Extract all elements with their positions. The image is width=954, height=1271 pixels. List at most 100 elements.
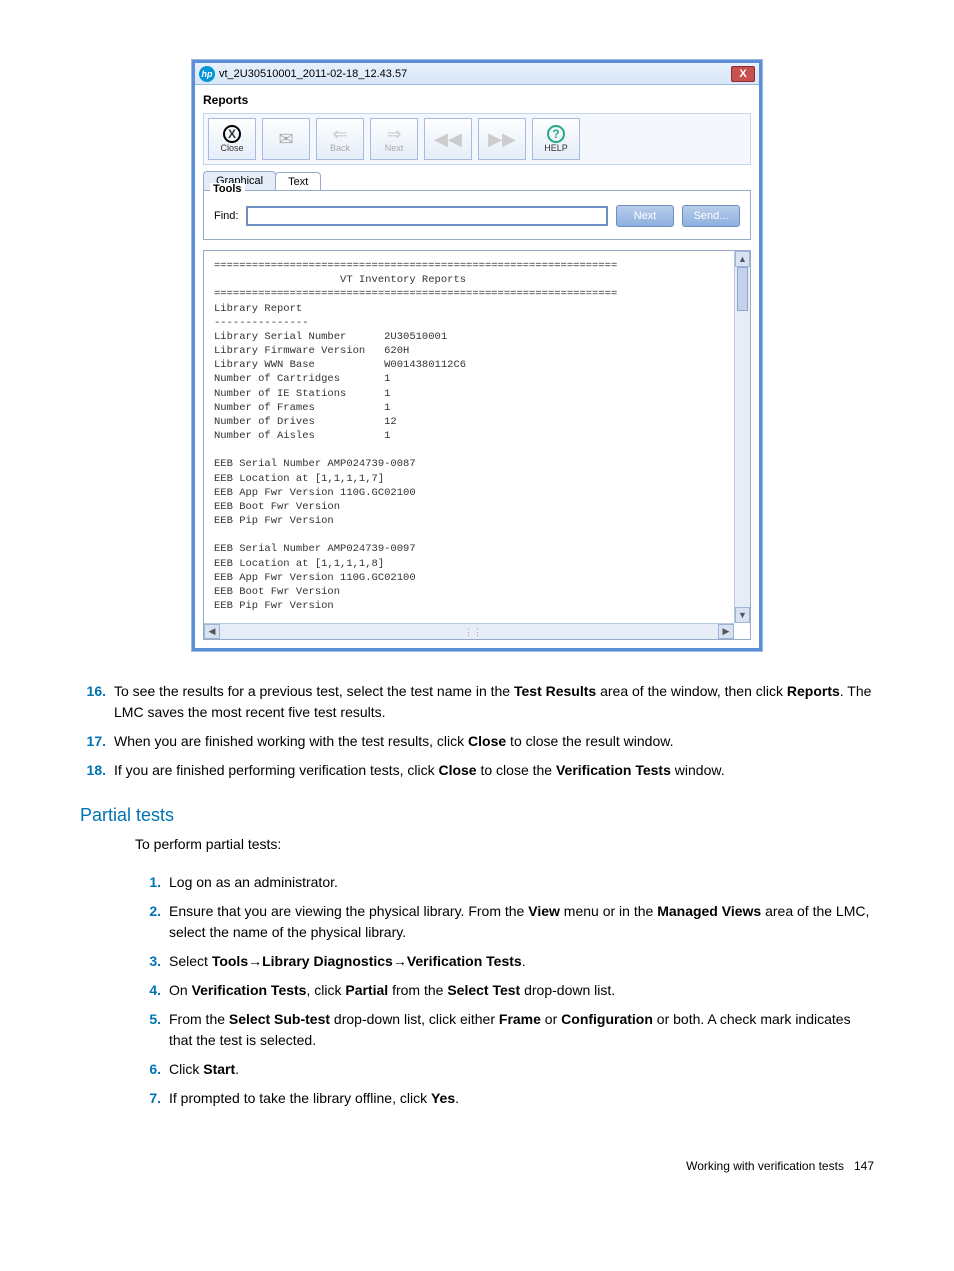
step-number: 5. bbox=[135, 1009, 169, 1051]
step-text: Ensure that you are viewing the physical… bbox=[169, 903, 528, 919]
close-icon: X bbox=[223, 125, 241, 143]
steps-group-b: 1. Log on as an administrator. 2. Ensure… bbox=[135, 872, 874, 1109]
scroll-down-icon[interactable]: ▼ bbox=[735, 607, 750, 623]
step-text: Click bbox=[169, 1061, 203, 1077]
step-bold: Yes bbox=[431, 1090, 455, 1106]
scroll-thumb[interactable] bbox=[737, 267, 748, 311]
step-number: 16. bbox=[80, 681, 114, 723]
hscroll-track[interactable]: ⋮⋮ bbox=[220, 624, 718, 639]
send-button[interactable]: Send... bbox=[682, 205, 740, 227]
close-button[interactable]: X Close bbox=[208, 118, 256, 160]
find-label: Find: bbox=[214, 210, 238, 222]
step-body: If prompted to take the library offline,… bbox=[169, 1088, 874, 1109]
step-number: 1. bbox=[135, 872, 169, 893]
step-text: On bbox=[169, 982, 192, 998]
step-body: Select Tools→Library Diagnostics→Verific… bbox=[169, 951, 874, 972]
tools-legend: Tools bbox=[210, 183, 245, 195]
mail-button[interactable]: ✉ bbox=[262, 118, 310, 160]
titlebar-left: hp vt_2U30510001_2011-02-18_12.43.57 bbox=[199, 66, 407, 82]
step-text: window. bbox=[671, 762, 725, 778]
step-text: to close the result window. bbox=[506, 733, 673, 749]
arrow-icon: → bbox=[248, 953, 262, 969]
window-body: Reports X Close ✉ ⇐ Back ⇒ Next bbox=[195, 85, 759, 648]
vertical-scrollbar[interactable]: ▲ ▼ bbox=[734, 251, 750, 623]
find-next-button[interactable]: Next bbox=[616, 205, 674, 227]
back-button[interactable]: ⇐ Back bbox=[316, 118, 364, 160]
step-text: . bbox=[522, 953, 526, 969]
step-body: To see the results for a previous test, … bbox=[114, 681, 874, 723]
step-text: If prompted to take the library offline,… bbox=[169, 1090, 431, 1106]
hp-logo-icon: hp bbox=[199, 66, 215, 82]
step-text: area of the window, then click bbox=[596, 683, 787, 699]
step-number: 2. bbox=[135, 901, 169, 943]
page: hp vt_2U30510001_2011-02-18_12.43.57 X R… bbox=[0, 0, 954, 1213]
scroll-right-icon[interactable]: ▶ bbox=[718, 624, 734, 639]
step-text: When you are finished working with the t… bbox=[114, 733, 468, 749]
find-row: Find: Next Send... bbox=[214, 205, 740, 227]
step-4: 4. On Verification Tests, click Partial … bbox=[135, 980, 874, 1001]
step-body: Ensure that you are viewing the physical… bbox=[169, 901, 874, 943]
step-18: 18. If you are finished performing verif… bbox=[80, 760, 874, 781]
horizontal-scrollbar[interactable]: ◀ ⋮⋮ ▶ bbox=[204, 623, 734, 639]
step-bold: Test Results bbox=[514, 683, 596, 699]
step-text: To see the results for a previous test, … bbox=[114, 683, 514, 699]
close-label: Close bbox=[220, 143, 243, 153]
step-bold: Verification Tests bbox=[407, 953, 522, 969]
step-body: On Verification Tests, click Partial fro… bbox=[169, 980, 874, 1001]
scroll-left-icon[interactable]: ◀ bbox=[204, 624, 220, 639]
step-bold: Verification Tests bbox=[192, 982, 307, 998]
step-bold: Select Test bbox=[447, 982, 520, 998]
page-footer: Working with verification tests 147 bbox=[80, 1159, 874, 1173]
scroll-up-icon[interactable]: ▲ bbox=[735, 251, 750, 267]
step-1: 1. Log on as an administrator. bbox=[135, 872, 874, 893]
step-number: 4. bbox=[135, 980, 169, 1001]
help-label: HELP bbox=[544, 143, 568, 153]
steps-group-a: 16. To see the results for a previous te… bbox=[80, 681, 874, 781]
window-title: vt_2U30510001_2011-02-18_12.43.57 bbox=[219, 68, 407, 80]
step-text: If you are finished performing verificat… bbox=[114, 762, 438, 778]
mail-icon: ✉ bbox=[278, 130, 293, 148]
forward-icon: ▶▶ bbox=[488, 130, 516, 148]
step-number: 6. bbox=[135, 1059, 169, 1080]
window-close-button[interactable]: X bbox=[731, 66, 755, 82]
section-heading: Partial tests bbox=[80, 805, 874, 826]
step-body: From the Select Sub-test drop-down list,… bbox=[169, 1009, 874, 1051]
step-body: If you are finished performing verificat… bbox=[114, 760, 874, 781]
step-bold: Frame bbox=[499, 1011, 541, 1027]
next-label: Next bbox=[385, 143, 404, 153]
step-bold: Select Sub-test bbox=[229, 1011, 330, 1027]
step-6: 6. Click Start. bbox=[135, 1059, 874, 1080]
help-button[interactable]: ? HELP bbox=[532, 118, 580, 160]
step-bold: Verification Tests bbox=[556, 762, 671, 778]
back-label: Back bbox=[330, 143, 350, 153]
next-arrow-icon: ⇒ bbox=[386, 125, 401, 143]
rewind-button[interactable]: ◀◀ bbox=[424, 118, 472, 160]
step-2: 2. Ensure that you are viewing the physi… bbox=[135, 901, 874, 943]
step-number: 18. bbox=[80, 760, 114, 781]
toolbar: X Close ✉ ⇐ Back ⇒ Next ◀◀ ▶▶ bbox=[203, 113, 751, 165]
tools-group: Tools Find: Next Send... bbox=[203, 190, 751, 240]
step-text: Select bbox=[169, 953, 212, 969]
step-bold: Configuration bbox=[561, 1011, 653, 1027]
tabs: Graphical Text bbox=[203, 171, 751, 191]
step-3: 3. Select Tools→Library Diagnostics→Veri… bbox=[135, 951, 874, 972]
back-arrow-icon: ⇐ bbox=[332, 125, 347, 143]
step-body: Log on as an administrator. bbox=[169, 872, 874, 893]
step-number: 17. bbox=[80, 731, 114, 752]
hscroll-grip-icon: ⋮⋮ bbox=[464, 627, 474, 637]
tab-text[interactable]: Text bbox=[275, 172, 321, 191]
rewind-icon: ◀◀ bbox=[434, 130, 462, 148]
find-input[interactable] bbox=[246, 206, 608, 226]
step-text: menu or in the bbox=[560, 903, 657, 919]
step-bold: Close bbox=[438, 762, 476, 778]
step-bold: Library Diagnostics bbox=[262, 953, 393, 969]
step-bold: Tools bbox=[212, 953, 248, 969]
step-bold: Start bbox=[203, 1061, 235, 1077]
step-bold: Partial bbox=[345, 982, 388, 998]
step-text: or bbox=[541, 1011, 561, 1027]
step-17: 17. When you are finished working with t… bbox=[80, 731, 874, 752]
forward-button[interactable]: ▶▶ bbox=[478, 118, 526, 160]
next-nav-button[interactable]: ⇒ Next bbox=[370, 118, 418, 160]
step-5: 5. From the Select Sub-test drop-down li… bbox=[135, 1009, 874, 1051]
step-number: 3. bbox=[135, 951, 169, 972]
